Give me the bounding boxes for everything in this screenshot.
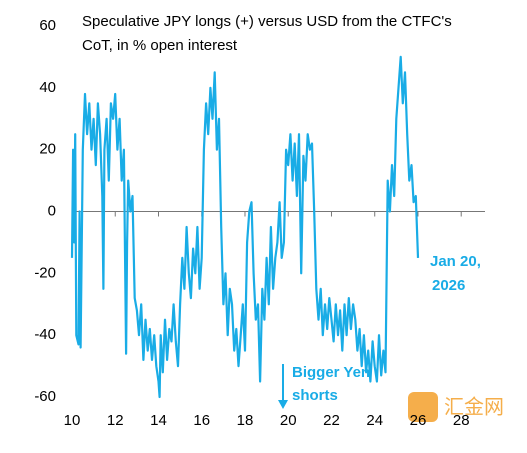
y-tick-label: 40 — [39, 79, 56, 96]
data-line — [70, 55, 420, 399]
y-tick-label: 0 — [48, 202, 56, 219]
x-tick-label: 20 — [280, 412, 297, 429]
y-tick-label: 20 — [39, 141, 56, 158]
y-tick-label: -60 — [34, 388, 56, 405]
x-tick-label: 12 — [107, 412, 124, 429]
x-tick-label: 16 — [193, 412, 210, 429]
x-tick-label: 24 — [366, 412, 383, 429]
x-tick-label: 14 — [150, 412, 167, 429]
x-tick-label: 18 — [237, 412, 254, 429]
note-annotation: shorts — [292, 387, 338, 404]
watermark-logo — [408, 392, 438, 422]
note-annotation: Bigger Yen — [292, 364, 370, 381]
x-tick-label: 28 — [453, 412, 470, 429]
y-tick-label: -20 — [34, 264, 56, 281]
y-tick-label: -40 — [34, 326, 56, 343]
x-tick-label: 22 — [323, 412, 340, 429]
y-tick-label: 60 — [39, 17, 56, 34]
title-line: Speculative JPY longs (+) versus USD fro… — [82, 13, 452, 30]
x-tick-label: 10 — [64, 412, 81, 429]
title-line: CoT, in % open interest — [82, 37, 238, 54]
watermark: 汇金网 — [444, 395, 504, 418]
date-annotation: 2026 — [432, 277, 465, 294]
arrow-head — [278, 400, 288, 409]
x-tick-label: 26 — [410, 412, 427, 429]
date-annotation: Jan 20, — [430, 253, 481, 270]
